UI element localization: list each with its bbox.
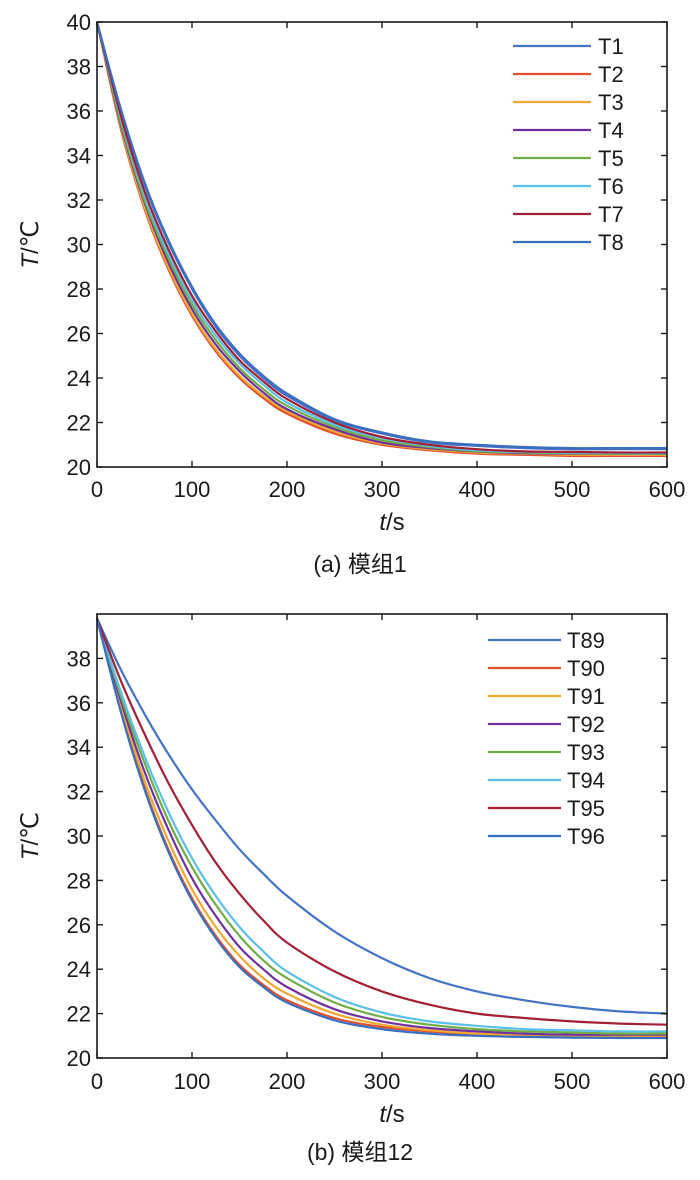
- series-line-T4: [95, 21, 667, 455]
- series-line-T1: [95, 21, 667, 451]
- chart-caption: (b) 模组12: [307, 1139, 413, 1165]
- series-line-T7: [95, 21, 668, 454]
- legend-label-T3: T3: [598, 90, 624, 115]
- series-line-T8: [95, 21, 668, 450]
- legend-label-T5: T5: [598, 146, 624, 171]
- y-tick-label: 34: [67, 735, 91, 760]
- y-tick-label: 38: [67, 55, 91, 80]
- x-tick-label: 100: [174, 1069, 211, 1094]
- legend: T89 T90 T91 T92 T93 T94 T95 T96: [488, 628, 605, 849]
- y-tick-label: 22: [67, 411, 91, 436]
- legend: T1 T2 T3 T4 T5 T6 T7 T8: [513, 34, 624, 255]
- plot-frame: [96, 21, 668, 468]
- x-tick-label: 300: [364, 477, 401, 502]
- x-tick-label: 500: [554, 1069, 591, 1094]
- x-tick-label: 300: [364, 1069, 401, 1094]
- chart-caption: (a) 模组1: [313, 551, 406, 577]
- series-line-T93: [95, 618, 668, 1035]
- y-tick-label: 20: [67, 455, 91, 480]
- series-line-T95: [95, 618, 668, 1026]
- legend-label-T1: T1: [598, 34, 624, 59]
- y-tick-label: 30: [67, 233, 91, 258]
- x-tick-label: 0: [91, 477, 103, 502]
- x-tick-label: 600: [649, 1069, 686, 1094]
- legend-label-T92: T92: [567, 712, 605, 737]
- x-tick-label: 500: [554, 477, 591, 502]
- series-line-T89: [96, 617, 668, 1015]
- y-tick-label: 30: [67, 824, 91, 849]
- x-tick-label: 0: [91, 1069, 103, 1094]
- legend-label-T2: T2: [598, 62, 624, 87]
- y-tick-label: 40: [67, 10, 91, 35]
- y-tick-label: 24: [67, 366, 91, 391]
- y-tick-label: 20: [67, 1046, 91, 1071]
- series-line-T3: [95, 21, 667, 456]
- x-tick-label: 100: [174, 477, 211, 502]
- legend-label-T7: T7: [598, 202, 624, 227]
- legend-label-T90: T90: [567, 656, 605, 681]
- y-axis-label: T/℃: [17, 812, 44, 860]
- x-tick-label: 400: [459, 477, 496, 502]
- y-tick-label: 28: [67, 868, 91, 893]
- series-line-T96: [95, 618, 668, 1040]
- series-line-T94: [95, 618, 668, 1033]
- legend-label-T4: T4: [598, 118, 624, 143]
- legend-label-T94: T94: [567, 768, 605, 793]
- y-axis-label: T/℃: [17, 220, 44, 268]
- series-line-T2: [95, 21, 667, 458]
- legend-label-T93: T93: [567, 740, 605, 765]
- legend-label-T95: T95: [567, 796, 605, 821]
- y-tick-label: 28: [67, 277, 91, 302]
- x-axis-label: t/s: [379, 1101, 404, 1128]
- y-tick-label: 38: [67, 646, 91, 671]
- y-tick-label: 22: [67, 1002, 91, 1027]
- y-tick-label: 32: [67, 188, 91, 213]
- legend-label-T96: T96: [567, 824, 605, 849]
- y-tick-label: 24: [67, 957, 91, 982]
- series-line-T5: [95, 21, 668, 455]
- legend-label-T8: T8: [598, 230, 624, 255]
- x-tick-label: 400: [459, 1069, 496, 1094]
- legend-label-T6: T6: [598, 174, 624, 199]
- x-tick-label: 600: [649, 477, 686, 502]
- y-tick-label: 32: [67, 780, 91, 805]
- y-tick-label: 36: [67, 99, 91, 124]
- legend-label-T89: T89: [567, 628, 605, 653]
- x-tick-label: 200: [269, 1069, 306, 1094]
- legend-label-T91: T91: [567, 684, 605, 709]
- x-axis-label: t/s: [379, 509, 404, 536]
- y-tick-label: 34: [67, 144, 91, 169]
- series-line-T6: [95, 21, 668, 455]
- chart-panel-2: 0 100 200 300 400 500 600 20 22 24 26 28 30 32 34 36 38 t…: [17, 613, 686, 1165]
- y-tick-label: 36: [67, 691, 91, 716]
- y-tick-label: 26: [67, 913, 91, 938]
- y-tick-label: 26: [67, 322, 91, 347]
- chart-panel-1: 0 100 200 300 400 500 600 20 22 24 26 28 30 32 34 36 38 4…: [17, 10, 685, 577]
- series-line-T92: [95, 618, 667, 1036]
- x-tick-label: 200: [269, 477, 306, 502]
